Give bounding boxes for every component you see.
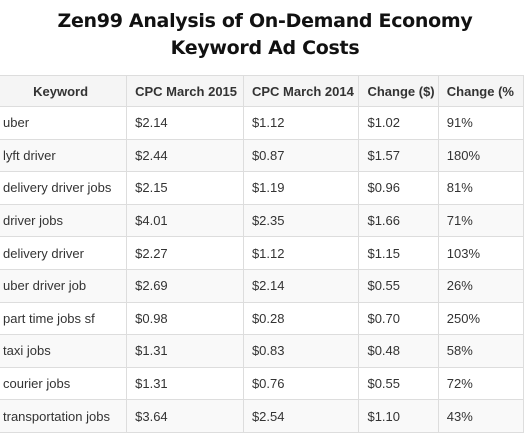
cell-keyword: uber (0, 106, 128, 140)
table-row: uber driver job $2.69 $2.14 $0.55 26% (0, 268, 525, 303)
table-row: part time jobs sf $0.98 $0.28 $0.70 250% (0, 301, 525, 336)
cell-cpc-2015: $2.44 (126, 138, 244, 173)
cell-cpc-2014: $1.12 (242, 236, 360, 270)
cell-change-dollar: $0.96 (358, 171, 439, 205)
cell-cpc-2015: $2.27 (126, 236, 244, 270)
cell-cpc-2014: $1.19 (242, 171, 360, 205)
cell-cpc-2015: $0.98 (126, 301, 244, 336)
table-header-row: Keyword CPC March 2015 CPC March 2014 Ch… (0, 75, 525, 107)
cell-cpc-2015: $2.14 (126, 106, 244, 140)
cell-change-dollar: $0.55 (358, 268, 439, 303)
cell-cpc-2014: $1.12 (242, 106, 360, 140)
cell-change-dollar: $1.57 (358, 138, 439, 173)
cell-keyword: taxi jobs (0, 334, 128, 368)
cell-keyword: lyft driver (0, 138, 128, 173)
cell-change-percent: 180% (437, 138, 525, 173)
cell-cpc-2015: $1.31 (126, 334, 244, 368)
cell-cpc-2014: $0.76 (242, 366, 360, 401)
cell-change-percent: 103% (437, 236, 525, 270)
cell-cpc-2014: $0.83 (242, 334, 360, 368)
header-change-dollar: Change ($) (358, 75, 439, 107)
header-keyword: Keyword (0, 75, 128, 107)
keyword-cost-table: Keyword CPC March 2015 CPC March 2014 Ch… (0, 75, 525, 433)
cell-change-dollar: $1.66 (358, 203, 439, 238)
page-title: Zen99 Analysis of On-Demand Economy Keyw… (0, 8, 530, 62)
header-change-percent: Change (% (437, 75, 525, 107)
cell-change-percent: 91% (437, 106, 525, 140)
title-line-2: Keyword Ad Costs (170, 37, 360, 59)
cell-keyword: delivery driver (0, 236, 128, 270)
table-row: transportation jobs $3.64 $2.54 $1.10 43… (0, 399, 525, 433)
cell-keyword: part time jobs sf (0, 301, 128, 336)
cell-change-percent: 26% (437, 268, 525, 303)
title-line-1: Zen99 Analysis of On-Demand Economy (57, 10, 473, 32)
cell-change-dollar: $1.10 (358, 399, 439, 433)
cell-keyword: uber driver job (0, 268, 128, 303)
table-row: uber $2.14 $1.12 $1.02 91% (0, 106, 525, 140)
cell-cpc-2014: $0.87 (242, 138, 360, 173)
table-row: courier jobs $1.31 $0.76 $0.55 72% (0, 366, 525, 401)
cell-change-dollar: $0.55 (358, 366, 439, 401)
cell-cpc-2015: $2.15 (126, 171, 244, 205)
cell-change-dollar: $1.15 (358, 236, 439, 270)
cell-keyword: courier jobs (0, 366, 128, 401)
cell-keyword: transportation jobs (0, 399, 128, 433)
table-row: taxi jobs $1.31 $0.83 $0.48 58% (0, 334, 525, 368)
cell-change-percent: 250% (437, 301, 525, 336)
cell-cpc-2014: $0.28 (242, 301, 360, 336)
table-row: delivery driver jobs $2.15 $1.19 $0.96 8… (0, 171, 525, 205)
cell-cpc-2014: $2.35 (242, 203, 360, 238)
table-row: lyft driver $2.44 $0.87 $1.57 180% (0, 138, 525, 173)
cell-change-dollar: $1.02 (358, 106, 439, 140)
cell-cpc-2015: $4.01 (126, 203, 244, 238)
cell-keyword: driver jobs (0, 203, 128, 238)
cell-cpc-2015: $1.31 (126, 366, 244, 401)
cell-change-percent: 43% (437, 399, 525, 433)
cell-cpc-2014: $2.54 (242, 399, 360, 433)
header-cpc-2015: CPC March 2015 (126, 75, 244, 107)
cell-cpc-2014: $2.14 (242, 268, 360, 303)
cell-cpc-2015: $3.64 (126, 399, 244, 433)
cell-change-percent: 58% (437, 334, 525, 368)
cell-change-percent: 71% (437, 203, 525, 238)
cell-change-percent: 81% (437, 171, 525, 205)
cell-change-dollar: $0.70 (358, 301, 439, 336)
header-cpc-2014: CPC March 2014 (242, 75, 360, 107)
table-row: driver jobs $4.01 $2.35 $1.66 71% (0, 203, 525, 238)
cell-keyword: delivery driver jobs (0, 171, 128, 205)
cell-cpc-2015: $2.69 (126, 268, 244, 303)
cell-change-percent: 72% (437, 366, 525, 401)
cell-change-dollar: $0.48 (358, 334, 439, 368)
table-row: delivery driver $2.27 $1.12 $1.15 103% (0, 236, 525, 270)
